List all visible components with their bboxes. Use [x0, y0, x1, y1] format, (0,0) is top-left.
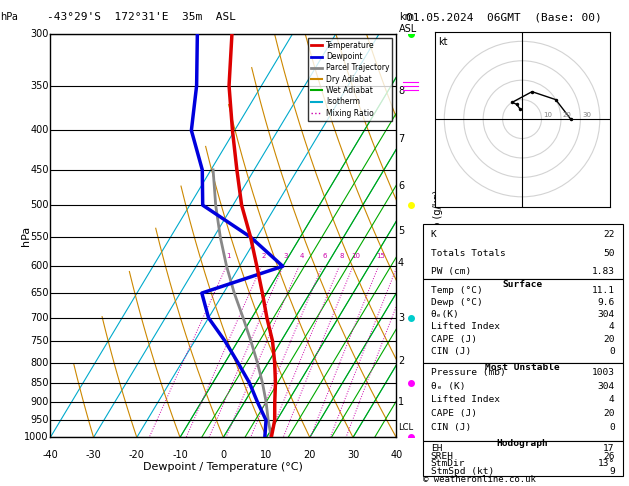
Text: 400: 400	[30, 125, 48, 136]
Text: 1000: 1000	[24, 433, 48, 442]
Text: 300: 300	[30, 29, 48, 39]
Bar	[423, 279, 623, 363]
Text: 01.05.2024  06GMT  (Base: 00): 01.05.2024 06GMT (Base: 00)	[406, 12, 601, 22]
Text: 26: 26	[603, 451, 615, 461]
Text: 3: 3	[398, 313, 404, 323]
Text: 6: 6	[323, 253, 327, 259]
Text: 13°: 13°	[598, 459, 615, 468]
Text: 22: 22	[603, 230, 615, 240]
Text: θₑ(K): θₑ(K)	[431, 310, 459, 319]
Text: 30: 30	[582, 112, 591, 118]
Text: -10: -10	[172, 450, 188, 459]
Text: 2: 2	[262, 253, 266, 259]
Text: 11.1: 11.1	[592, 286, 615, 295]
Text: Most Unstable: Most Unstable	[486, 363, 560, 372]
Bar	[423, 441, 623, 476]
Text: 10: 10	[351, 253, 360, 259]
Text: 4: 4	[609, 322, 615, 331]
Text: 10: 10	[260, 450, 272, 459]
Text: -40: -40	[42, 450, 58, 459]
Text: Lifted Index: Lifted Index	[431, 322, 499, 331]
Text: 5: 5	[398, 226, 404, 236]
Text: © weatheronline.co.uk: © weatheronline.co.uk	[423, 474, 535, 484]
Text: 3: 3	[283, 253, 287, 259]
Text: 4: 4	[299, 253, 304, 259]
Text: 20: 20	[304, 450, 316, 459]
Text: 40: 40	[390, 450, 403, 459]
Text: StmDir: StmDir	[431, 459, 465, 468]
Text: 15: 15	[376, 253, 385, 259]
Text: CIN (J): CIN (J)	[431, 347, 471, 356]
Text: 4: 4	[398, 259, 404, 268]
Text: 850: 850	[30, 378, 48, 388]
Text: 20: 20	[603, 409, 615, 418]
Text: hPa: hPa	[0, 12, 18, 22]
Text: 17: 17	[603, 444, 615, 453]
Text: 950: 950	[30, 415, 48, 425]
Text: Totals Totals: Totals Totals	[431, 249, 506, 258]
Text: Surface: Surface	[503, 280, 543, 289]
Bar	[423, 363, 623, 441]
Text: 304: 304	[598, 310, 615, 319]
Text: 800: 800	[30, 358, 48, 367]
Text: 450: 450	[30, 165, 48, 175]
Text: EH: EH	[431, 444, 442, 453]
Text: 650: 650	[30, 288, 48, 298]
Text: 4: 4	[609, 396, 615, 404]
Text: -20: -20	[129, 450, 145, 459]
Text: 10: 10	[543, 112, 552, 118]
Text: Temp (°C): Temp (°C)	[431, 286, 482, 295]
Text: 8: 8	[398, 87, 404, 96]
Text: StmSpd (kt): StmSpd (kt)	[431, 467, 494, 476]
Text: 8: 8	[340, 253, 344, 259]
Text: -30: -30	[86, 450, 101, 459]
Text: CAPE (J): CAPE (J)	[431, 409, 477, 418]
Text: 750: 750	[30, 336, 48, 346]
Text: 1: 1	[226, 253, 231, 259]
Text: Pressure (mb): Pressure (mb)	[431, 368, 506, 377]
Text: LCL: LCL	[398, 423, 413, 432]
Text: -43°29'S  172°31'E  35m  ASL: -43°29'S 172°31'E 35m ASL	[47, 12, 236, 22]
Text: km
ASL: km ASL	[399, 12, 418, 34]
Text: 20: 20	[603, 334, 615, 344]
Text: Dewp (°C): Dewp (°C)	[431, 298, 482, 307]
Text: Lifted Index: Lifted Index	[431, 396, 499, 404]
Text: 0: 0	[220, 450, 226, 459]
Text: 9.6: 9.6	[598, 298, 615, 307]
Text: kt: kt	[438, 37, 448, 48]
Text: 6: 6	[398, 181, 404, 191]
Text: Mixing Ratio (g/kg): Mixing Ratio (g/kg)	[433, 190, 443, 282]
Text: 700: 700	[30, 313, 48, 323]
Text: 0: 0	[609, 347, 615, 356]
Text: 900: 900	[30, 397, 48, 407]
Text: 1003: 1003	[592, 368, 615, 377]
Text: SREH: SREH	[431, 451, 454, 461]
Text: 350: 350	[30, 81, 48, 91]
Text: 1: 1	[398, 397, 404, 407]
Text: 7: 7	[398, 135, 404, 144]
Text: CAPE (J): CAPE (J)	[431, 334, 477, 344]
Text: 600: 600	[30, 261, 48, 271]
Text: 30: 30	[347, 450, 359, 459]
Text: 9: 9	[609, 467, 615, 476]
Text: PW (cm): PW (cm)	[431, 267, 471, 277]
Text: 2: 2	[398, 356, 404, 365]
Text: 1.83: 1.83	[592, 267, 615, 277]
Text: 500: 500	[30, 200, 48, 210]
Text: Hodograph: Hodograph	[497, 439, 548, 449]
Text: 50: 50	[603, 249, 615, 258]
Text: CIN (J): CIN (J)	[431, 423, 471, 432]
Legend: Temperature, Dewpoint, Parcel Trajectory, Dry Adiabat, Wet Adiabat, Isotherm, Mi: Temperature, Dewpoint, Parcel Trajectory…	[308, 38, 392, 121]
Text: 0: 0	[609, 423, 615, 432]
Text: 20: 20	[563, 112, 572, 118]
Text: K: K	[431, 230, 437, 240]
X-axis label: Dewpoint / Temperature (°C): Dewpoint / Temperature (°C)	[143, 462, 303, 472]
Bar	[423, 224, 623, 279]
Text: hPa: hPa	[21, 226, 31, 246]
Text: θₑ (K): θₑ (K)	[431, 382, 465, 391]
Text: 550: 550	[30, 232, 48, 242]
Text: 304: 304	[598, 382, 615, 391]
